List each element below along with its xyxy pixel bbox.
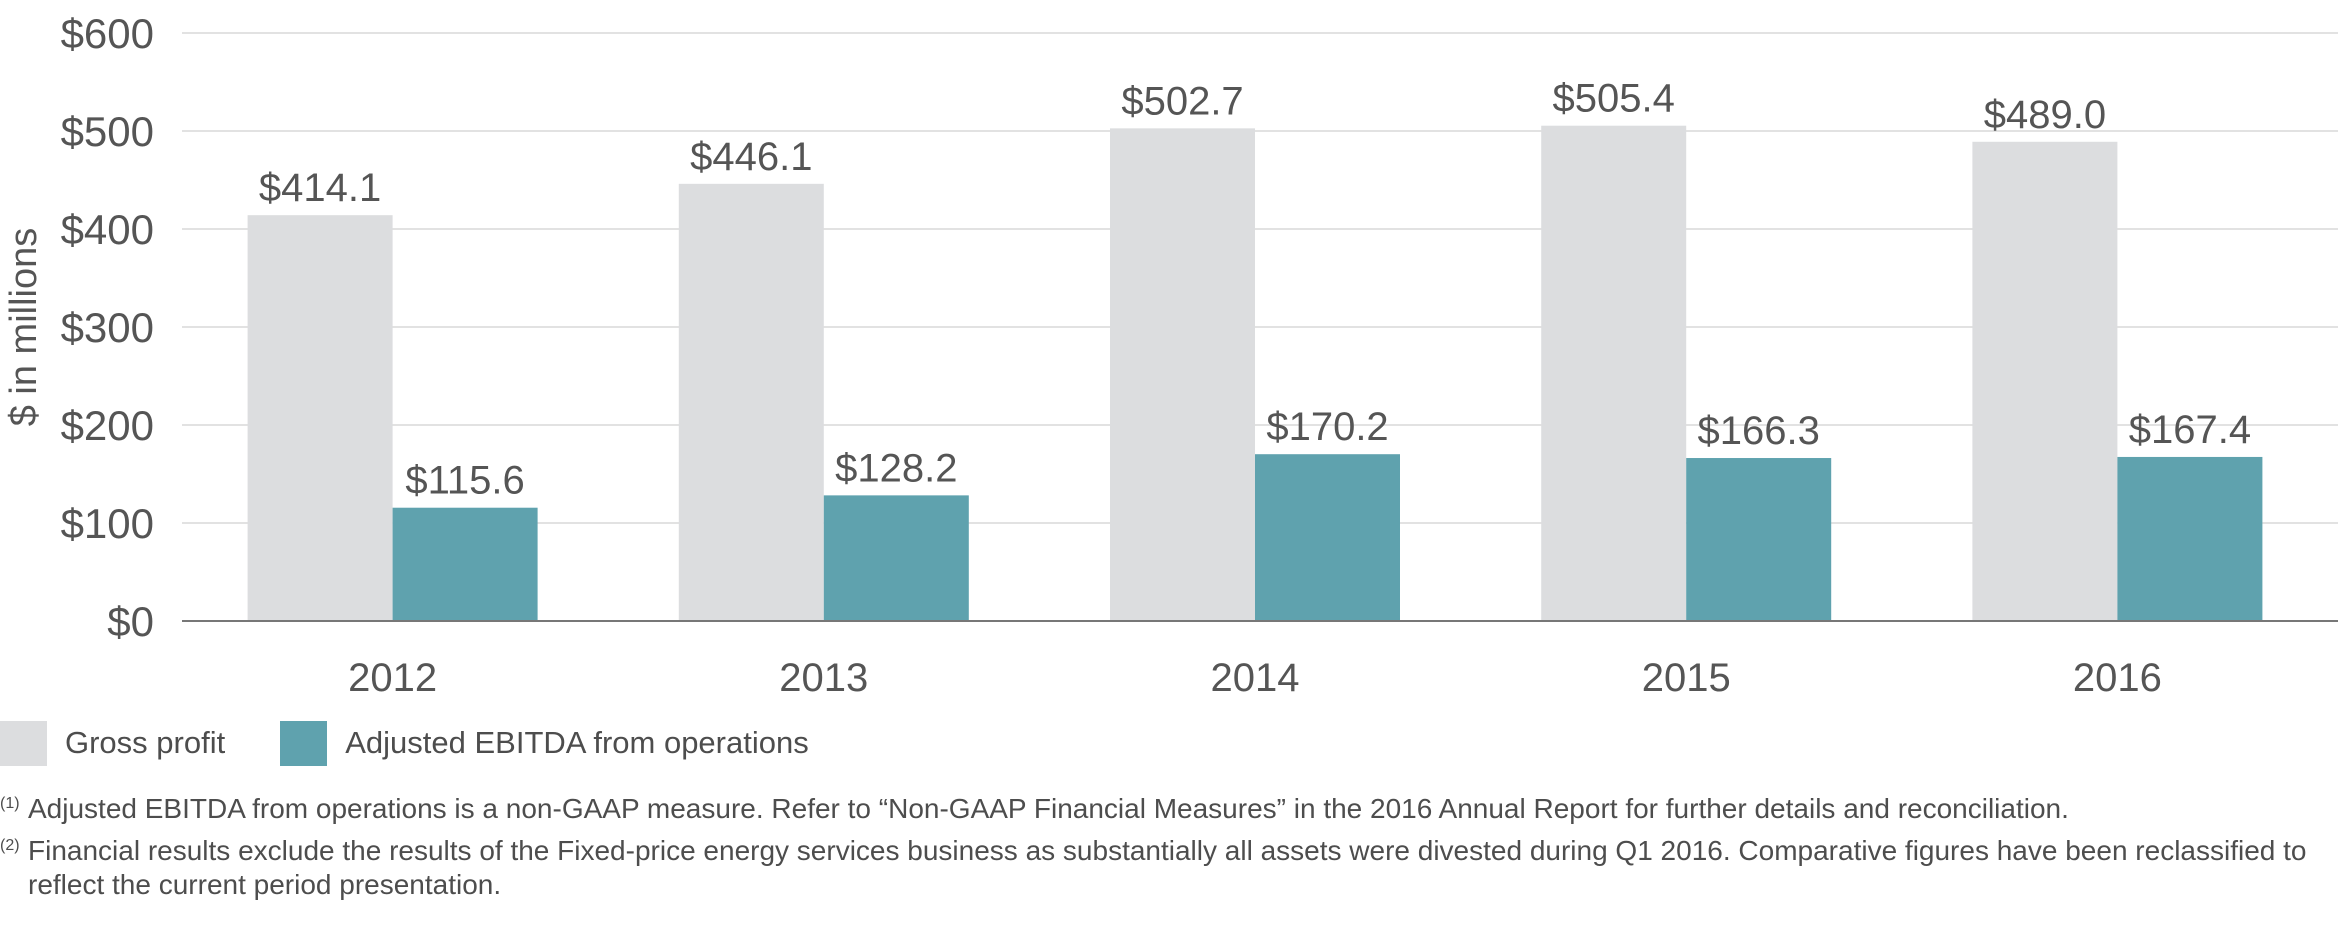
bar-gross-profit — [247, 215, 393, 621]
data-label: $128.2 — [835, 446, 957, 490]
footnote-1-text: Adjusted EBITDA from operations is a non… — [28, 793, 2069, 824]
data-label: $170.2 — [1266, 405, 1388, 449]
data-label: $505.4 — [1553, 77, 1675, 121]
legend-swatch-gross-profit — [0, 720, 47, 766]
x-tick-label: 2014 — [1211, 656, 1300, 700]
data-label: $167.4 — [2129, 408, 2251, 452]
footnote-2-mark: (2) — [0, 837, 20, 854]
y-tick-label: $300 — [61, 304, 154, 351]
bar-adjusted-ebitda — [1255, 454, 1400, 621]
legend-label-adjusted-ebitda: Adjusted EBITDA from operations — [345, 725, 809, 760]
data-label: $502.7 — [1121, 79, 1243, 123]
footnote-1: (1) Adjusted EBITDA from operations is a… — [0, 792, 2330, 826]
bar-chart: $0 $100 $200 $300 $400 $500 $600 $ in millions $… — [3, 10, 2338, 700]
bar-adjusted-ebitda — [392, 507, 538, 621]
footnote-2: (2) Financial results exclude the result… — [0, 834, 2330, 902]
legend-item-gross-profit: Gross profit — [0, 720, 226, 766]
data-label: $414.1 — [259, 166, 381, 210]
data-label: $166.3 — [1698, 409, 1820, 453]
legend-label-gross-profit: Gross profit — [65, 725, 226, 760]
y-tick-label: $0 — [107, 598, 154, 645]
bar-adjusted-ebitda — [1686, 458, 1832, 621]
y-tick-label: $200 — [61, 402, 154, 449]
footnote-1-mark: (1) — [0, 795, 20, 812]
bar-adjusted-ebitda — [823, 495, 969, 621]
bar-adjusted-ebitda — [2117, 456, 2263, 621]
data-label: $115.6 — [405, 459, 524, 503]
data-label: $489.0 — [1984, 93, 2106, 137]
bar-gross-profit — [678, 183, 824, 621]
bar-gross-profit — [1541, 125, 1687, 621]
y-axis-label: $ in millions — [3, 228, 45, 427]
legend: Gross profit Adjusted EBITDA from operat… — [0, 718, 864, 768]
legend-item-adjusted-ebitda: Adjusted EBITDA from operations — [280, 720, 809, 766]
footnotes: (1) Adjusted EBITDA from operations is a… — [0, 792, 2330, 910]
x-tick-label: 2013 — [779, 656, 868, 700]
x-tick-label: 2012 — [348, 656, 437, 700]
legend-swatch-adjusted-ebitda — [280, 720, 328, 766]
y-tick-label: $400 — [61, 206, 154, 253]
x-tick-label: 2016 — [2073, 656, 2162, 700]
data-label: $446.1 — [690, 135, 812, 179]
y-tick-label: $100 — [61, 500, 154, 547]
bar-gross-profit — [1972, 141, 2118, 621]
footnote-2-text: Financial results exclude the results of… — [28, 835, 2307, 900]
x-tick-label: 2015 — [1642, 656, 1731, 700]
bar-gross-profit — [1110, 128, 1255, 621]
y-tick-label: $500 — [61, 108, 154, 155]
y-tick-label: $600 — [61, 10, 154, 57]
